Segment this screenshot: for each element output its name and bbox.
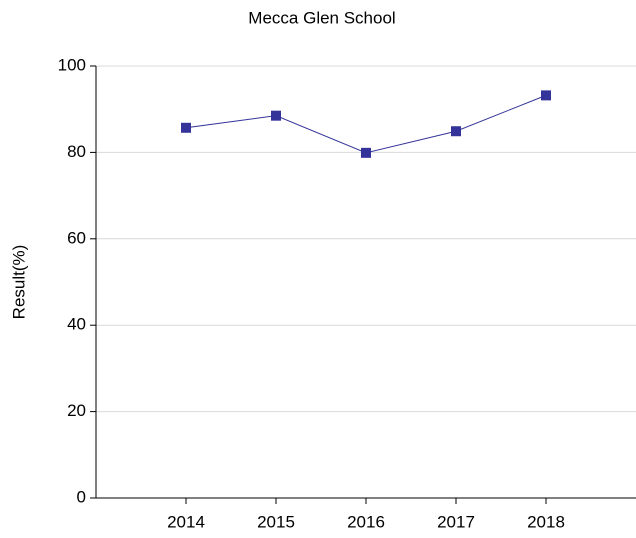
y-tick-label: 0 xyxy=(77,487,86,506)
x-tick-label: 2018 xyxy=(527,512,565,531)
line xyxy=(185,94,547,154)
y-tick-label: 60 xyxy=(67,228,86,247)
y-axis-label: Result(%) xyxy=(9,245,28,320)
y-tick-label: 40 xyxy=(67,315,86,334)
y-tick-label: 100 xyxy=(58,55,86,74)
x-tick-label: 2014 xyxy=(167,512,205,531)
marker xyxy=(451,126,461,137)
chart-title: Mecca Glen School xyxy=(248,8,395,27)
x-tick-label: 2017 xyxy=(437,512,475,531)
marker xyxy=(361,147,371,158)
marker xyxy=(181,122,191,133)
marker xyxy=(271,110,281,121)
y-tick-label: 20 xyxy=(67,401,86,420)
marker xyxy=(541,90,551,101)
x-tick-label: 2015 xyxy=(257,512,295,531)
y-tick-label: 80 xyxy=(67,142,86,161)
x-tick-label: 2016 xyxy=(347,512,385,531)
